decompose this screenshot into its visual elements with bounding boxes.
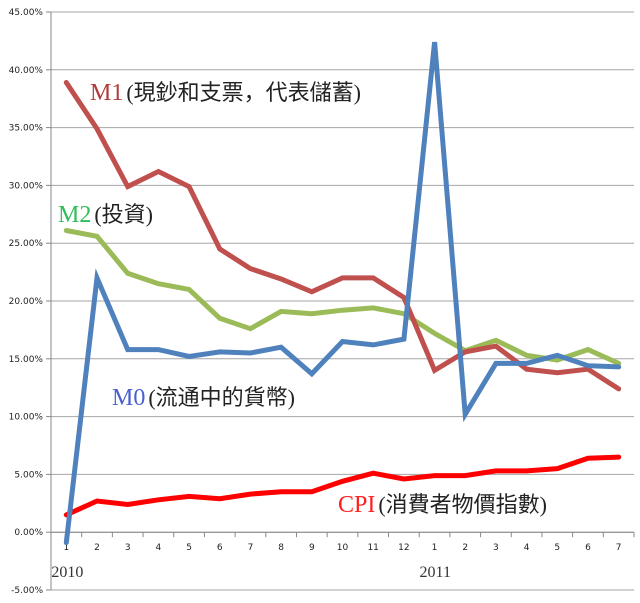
x-tick-label: 7 xyxy=(248,543,254,553)
y-tick-label: 5.00% xyxy=(14,470,43,480)
x-tick-label: 3 xyxy=(493,543,499,553)
x-tick-label: 2 xyxy=(462,543,468,553)
year-label: 2011 xyxy=(420,564,451,581)
annotation-code: CPI xyxy=(338,492,375,518)
y-tick-label: 25.00% xyxy=(9,239,44,249)
x-tick-label: 8 xyxy=(278,543,284,553)
series-line-m0 xyxy=(63,41,622,546)
annotation-cpi: CPI (消費者物價指數) xyxy=(338,492,547,518)
annotation-code: M0 xyxy=(112,385,145,411)
gridlines xyxy=(46,11,635,591)
annotation-code: M2 xyxy=(58,202,91,228)
x-tick-label: 4 xyxy=(524,543,530,553)
series-lines xyxy=(63,41,622,546)
annotation-text: (流通中的貨幣) xyxy=(148,385,295,410)
year-label: 2010 xyxy=(51,564,83,581)
x-tick-label: 5 xyxy=(186,543,192,553)
y-tick-label: -5.00% xyxy=(11,586,43,596)
series-line-m1 xyxy=(63,80,622,392)
x-tick-label: 7 xyxy=(616,543,622,553)
y-tick-label: 20.00% xyxy=(9,297,44,307)
annotation-text: (現鈔和支票，代表儲蓄) xyxy=(126,80,361,105)
x-tick-label: 5 xyxy=(554,543,560,553)
x-tick-label: 2 xyxy=(94,543,100,553)
y-tick-label: 10.00% xyxy=(9,413,44,423)
annotations: M1 (現鈔和支票，代表儲蓄) M2 (投資) M0 (流通中的貨幣) CPI (消費者物價指… xyxy=(58,80,547,518)
x-tick-label: 4 xyxy=(156,543,162,553)
y-tick-label: 30.00% xyxy=(9,181,44,191)
y-tick-label: 35.00% xyxy=(9,124,44,134)
x-tick-label: 12 xyxy=(398,543,409,553)
annotation-code: M1 xyxy=(90,80,123,106)
x-tick-label: 6 xyxy=(217,543,223,553)
series-line-m2 xyxy=(63,228,622,366)
y-tick-label: 15.00% xyxy=(9,355,44,365)
series-line-cpi xyxy=(63,454,622,518)
x-tick-label: 1 xyxy=(432,543,438,553)
annotation-text: (消費者物價指數) xyxy=(378,492,547,517)
x-tick-label: 11 xyxy=(367,543,378,553)
annotation-text: (投資) xyxy=(94,202,153,227)
x-tick-label: 1 xyxy=(63,543,69,553)
annotation-m2: M2 (投資) xyxy=(58,202,153,228)
x-tick-label: 9 xyxy=(309,543,315,553)
annotation-m0: M0 (流通中的貨幣) xyxy=(112,385,295,411)
x-tick-label: 10 xyxy=(337,543,349,553)
x-tick-label: 6 xyxy=(585,543,591,553)
y-axis-ticks: -5.00% 0.00% 5.00% 10.00% 15.00% 20.00% 25.00%… xyxy=(9,8,44,596)
y-tick-label: 0.00% xyxy=(14,528,43,538)
y-tick-label: 45.00% xyxy=(9,8,44,18)
annotation-m1: M1 (現鈔和支票，代表儲蓄) xyxy=(90,80,361,106)
x-tick-label: 3 xyxy=(125,543,131,553)
y-tick-label: 40.00% xyxy=(9,66,44,76)
